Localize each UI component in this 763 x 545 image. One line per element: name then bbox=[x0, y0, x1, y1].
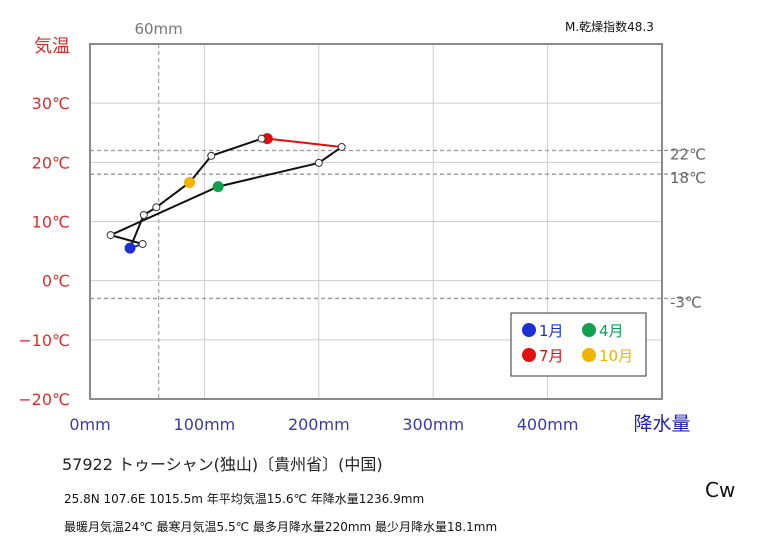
ref-label-temp: -3℃ bbox=[670, 293, 702, 311]
legend-marker bbox=[522, 348, 536, 362]
ref-label-temp: 22℃ bbox=[670, 146, 706, 164]
y-tick-label: 10℃ bbox=[32, 213, 70, 232]
legend-label: 4月 bbox=[599, 322, 624, 340]
month-point-2 bbox=[138, 239, 147, 248]
x-axis-label: 降水量 bbox=[633, 413, 690, 435]
month-point-6 bbox=[337, 142, 346, 151]
month-segment bbox=[266, 137, 343, 148]
climate-class: Cw bbox=[705, 478, 736, 502]
legend-marker bbox=[582, 348, 596, 362]
month-point-5 bbox=[314, 158, 323, 167]
x-tick-label: 400mm bbox=[517, 415, 579, 434]
legend-box bbox=[510, 312, 647, 377]
legend-marker bbox=[522, 323, 536, 337]
ref-label-temp: 18℃ bbox=[670, 169, 706, 187]
plot-frame bbox=[89, 43, 663, 400]
y-tick-label: −20℃ bbox=[18, 390, 70, 409]
x-tick-label: 0mm bbox=[69, 415, 110, 434]
aridity-index: M.乾燥指数48.3 bbox=[565, 20, 654, 34]
x-tick-label: 200mm bbox=[288, 415, 350, 434]
station-stats-line-1: 25.8N 107.6E 1015.5m 年平均気温15.6℃ 年降水量1236… bbox=[64, 492, 425, 506]
month-segment bbox=[155, 181, 191, 209]
y-tick-label: 20℃ bbox=[32, 153, 70, 172]
month-segment bbox=[317, 145, 343, 164]
x-tick-label: 100mm bbox=[174, 415, 236, 434]
month-point-8 bbox=[257, 134, 266, 143]
month-segment bbox=[129, 213, 145, 250]
month-segment bbox=[210, 137, 263, 157]
month-point-10 bbox=[184, 176, 196, 188]
y-axis-label: 気温 bbox=[34, 36, 70, 57]
month-segment bbox=[188, 154, 213, 184]
legend-label: 10月 bbox=[599, 347, 633, 365]
legend-label: 1月 bbox=[539, 322, 564, 340]
month-point-1 bbox=[124, 242, 136, 254]
month-point-3 bbox=[106, 231, 115, 240]
y-tick-label: 0℃ bbox=[42, 272, 70, 291]
legend-label: 7月 bbox=[539, 347, 564, 365]
month-segment bbox=[109, 234, 144, 245]
ref-label-precip: 60mm bbox=[134, 20, 182, 38]
y-tick-label: 30℃ bbox=[32, 94, 70, 113]
month-point-9 bbox=[207, 151, 216, 160]
month-segment bbox=[109, 185, 220, 237]
station-stats-line-2: 最暖月気温24℃ 最寒月気温5.5℃ 最多月降水量220mm 最少月降水量18.… bbox=[64, 520, 498, 534]
month-point-4 bbox=[212, 181, 224, 193]
month-point-12 bbox=[139, 210, 148, 219]
x-tick-label: 300mm bbox=[402, 415, 464, 434]
month-segment bbox=[217, 161, 320, 188]
month-point-7 bbox=[261, 133, 273, 145]
month-point-11 bbox=[152, 203, 161, 212]
y-tick-label: −10℃ bbox=[18, 331, 70, 350]
legend-marker bbox=[582, 323, 596, 337]
station-name: 57922 トゥーシャン(独山)〔貴州省〕(中国) bbox=[62, 455, 383, 474]
